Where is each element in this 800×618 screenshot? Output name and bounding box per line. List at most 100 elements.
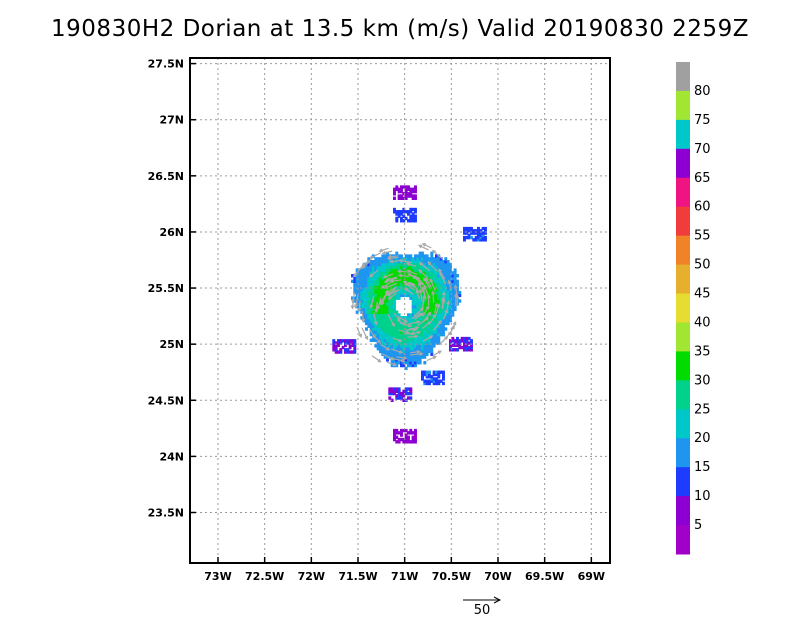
colorbar-segment <box>676 177 690 208</box>
wind-cell <box>446 265 450 270</box>
wind-cell <box>437 293 441 298</box>
wind-cell <box>367 290 371 295</box>
wind-cell <box>388 389 392 394</box>
wind-cell <box>414 189 417 194</box>
wind-cell <box>395 279 399 284</box>
colorbar-segment <box>676 322 690 352</box>
wind-cell <box>393 344 396 348</box>
wind-cell <box>388 307 392 312</box>
wind-cell <box>423 379 427 383</box>
wind-cell <box>376 335 380 340</box>
wind-cell <box>386 344 389 348</box>
wind-vector <box>423 311 432 322</box>
wind-cell <box>430 304 434 309</box>
wind-cell <box>421 257 424 261</box>
wind-cell <box>386 335 389 340</box>
wind-cell <box>400 437 403 442</box>
wind-cell <box>442 324 445 328</box>
wind-cell <box>453 268 457 272</box>
wind-cell <box>470 229 473 233</box>
wind-cell <box>446 271 450 275</box>
wind-cell <box>463 339 466 343</box>
wind-cell <box>400 189 403 194</box>
wind-cell <box>414 310 417 314</box>
wind-cell <box>425 375 429 379</box>
wind-cell <box>435 274 438 278</box>
wind-cell <box>390 361 394 365</box>
wind-cell <box>446 293 450 298</box>
wind-vector <box>386 289 400 296</box>
wind-cell <box>390 346 394 351</box>
wind-cell <box>416 355 420 359</box>
wind-cell <box>362 274 366 278</box>
wind-cell <box>421 338 424 342</box>
wind-cell <box>407 318 410 323</box>
wind-cell <box>435 260 438 264</box>
wind-cell <box>439 265 443 270</box>
wind-cell <box>444 304 448 309</box>
wind-cell <box>432 372 436 377</box>
wind-vector <box>418 261 431 272</box>
wind-cell <box>442 307 445 312</box>
wind-cell <box>400 394 403 398</box>
wind-cell <box>376 307 380 312</box>
wind-cell <box>437 262 441 267</box>
wind-cell <box>365 302 368 306</box>
wind-cell <box>456 339 459 343</box>
wind-cell <box>451 336 455 341</box>
wind-cell <box>428 313 431 317</box>
wind-cell <box>446 318 450 323</box>
wind-cell <box>400 265 403 270</box>
wind-cell <box>430 260 434 264</box>
wind-cell <box>428 310 431 314</box>
wind-cell <box>451 313 455 317</box>
wind-cell <box>400 335 403 340</box>
wind-cell <box>411 313 415 317</box>
wind-cell <box>362 276 366 281</box>
wind-vector <box>389 279 402 284</box>
wind-cell <box>367 318 371 323</box>
wind-cell <box>435 293 438 298</box>
wind-cell <box>393 302 396 306</box>
wind-cell <box>435 332 438 337</box>
wind-cell <box>463 226 466 231</box>
wind-cell <box>402 363 406 368</box>
wind-cell <box>383 260 387 264</box>
wind-cell <box>376 321 380 326</box>
wind-cell <box>390 349 394 354</box>
wind-cell <box>395 330 399 334</box>
wind-cell <box>407 358 410 362</box>
wind-cell <box>400 344 403 348</box>
wind-cell <box>402 440 406 444</box>
colorbar-label: 20 <box>694 431 711 446</box>
wind-cell <box>334 348 338 352</box>
wind-cell <box>409 440 413 444</box>
wind-cell <box>390 268 394 272</box>
wind-cell <box>432 293 436 298</box>
wind-cell <box>388 321 392 326</box>
wind-cell <box>430 313 434 317</box>
wind-vector <box>374 301 379 314</box>
colorbar-segment <box>676 90 690 121</box>
wind-cell <box>428 257 431 261</box>
wind-cell <box>432 282 436 286</box>
reference-vector-head <box>493 596 502 604</box>
wind-cell <box>395 338 399 342</box>
wind-cell <box>372 324 375 328</box>
wind-cell <box>404 387 408 391</box>
wind-cell <box>442 265 445 270</box>
wind-cell <box>383 335 387 340</box>
wind-cell <box>470 339 473 343</box>
wind-cell <box>467 336 471 341</box>
wind-cell <box>376 276 380 281</box>
wind-cell <box>432 344 436 348</box>
wind-cell <box>369 290 373 295</box>
wind-cell <box>369 302 373 306</box>
wind-cell <box>423 341 427 345</box>
wind-cell <box>388 330 392 334</box>
wind-cell <box>418 310 422 314</box>
wind-cell <box>386 349 389 354</box>
wind-vector <box>381 250 393 255</box>
wind-cell <box>381 330 385 334</box>
wind-cell <box>404 254 408 258</box>
